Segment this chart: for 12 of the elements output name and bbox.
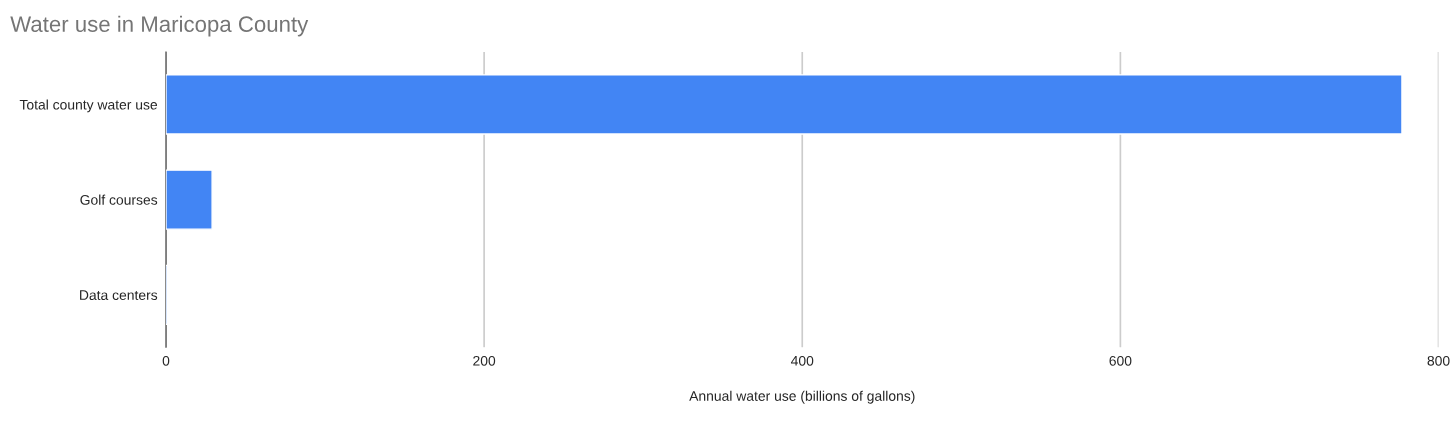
y-tick-label: Golf courses: [80, 194, 158, 205]
y-tick-label: Total county water use: [19, 99, 158, 113]
bar: [165, 74, 1403, 135]
bar: [165, 169, 213, 230]
chart-title: Water use in Maricopa County: [10, 15, 309, 37]
x-tick-label: 800: [1427, 355, 1450, 366]
x-tick-label: 200: [473, 355, 496, 366]
x-tick-label: 400: [790, 355, 814, 366]
x-tick-label: 0: [162, 355, 170, 366]
y-tick-label: Data centers: [80, 290, 158, 301]
x-axis-title: Annual water use (billions of gallons): [689, 390, 915, 404]
x-tick-label: 600: [1109, 355, 1132, 366]
